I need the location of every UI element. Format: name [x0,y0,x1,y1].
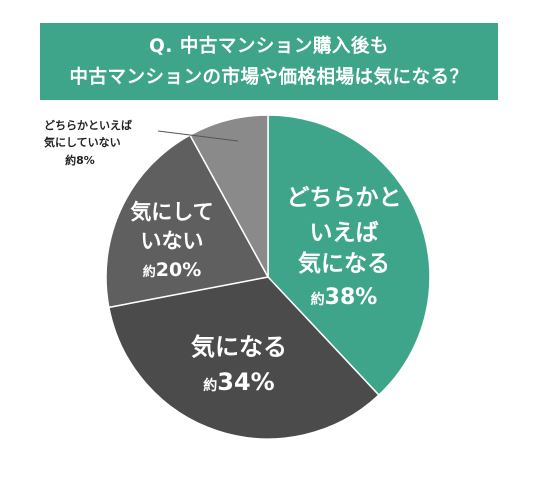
outside-label-leader-line [157,130,239,142]
slice-label-4-line-2: 気にしていない [44,135,121,149]
slice-value-label-3: 約20% [143,259,202,281]
slice-value-label-4: 約8% [65,153,95,167]
slice-label-4-line-1: どちらかといえば [44,118,132,132]
slice-label-3-line-1: 気にして [130,200,213,224]
pie-labels: どちらかといえば気になる約38%気になる約34%気にしていない約20%どちらかと… [44,118,402,396]
pie-slice-1 [267,114,431,397]
slice-label-1-line-1: どちらかと [287,185,402,211]
slice-label-3-line-2: いない [141,229,204,253]
chart-title-box: Q. 中古マンション購入後も 中古マンションの市場や価格相場は気になる？ [40,23,498,100]
pie-slices [105,114,431,440]
chart-title-line-1: Q. 中古マンション購入後も [149,35,389,57]
pie-slice-3 [105,134,270,309]
pie-slice-2 [107,276,380,440]
slice-value-label-1: 約38% [311,285,378,310]
chart-title-line-2: 中古マンションの市場や価格相場は気になる？ [69,66,469,88]
slice-value-label-2: 約34% [203,368,274,396]
slice-label-1-line-2: いえば [310,220,379,246]
slice-label-1-line-3: 気になる [298,250,390,277]
slice-label-2-line-1: 気になる [191,333,287,361]
